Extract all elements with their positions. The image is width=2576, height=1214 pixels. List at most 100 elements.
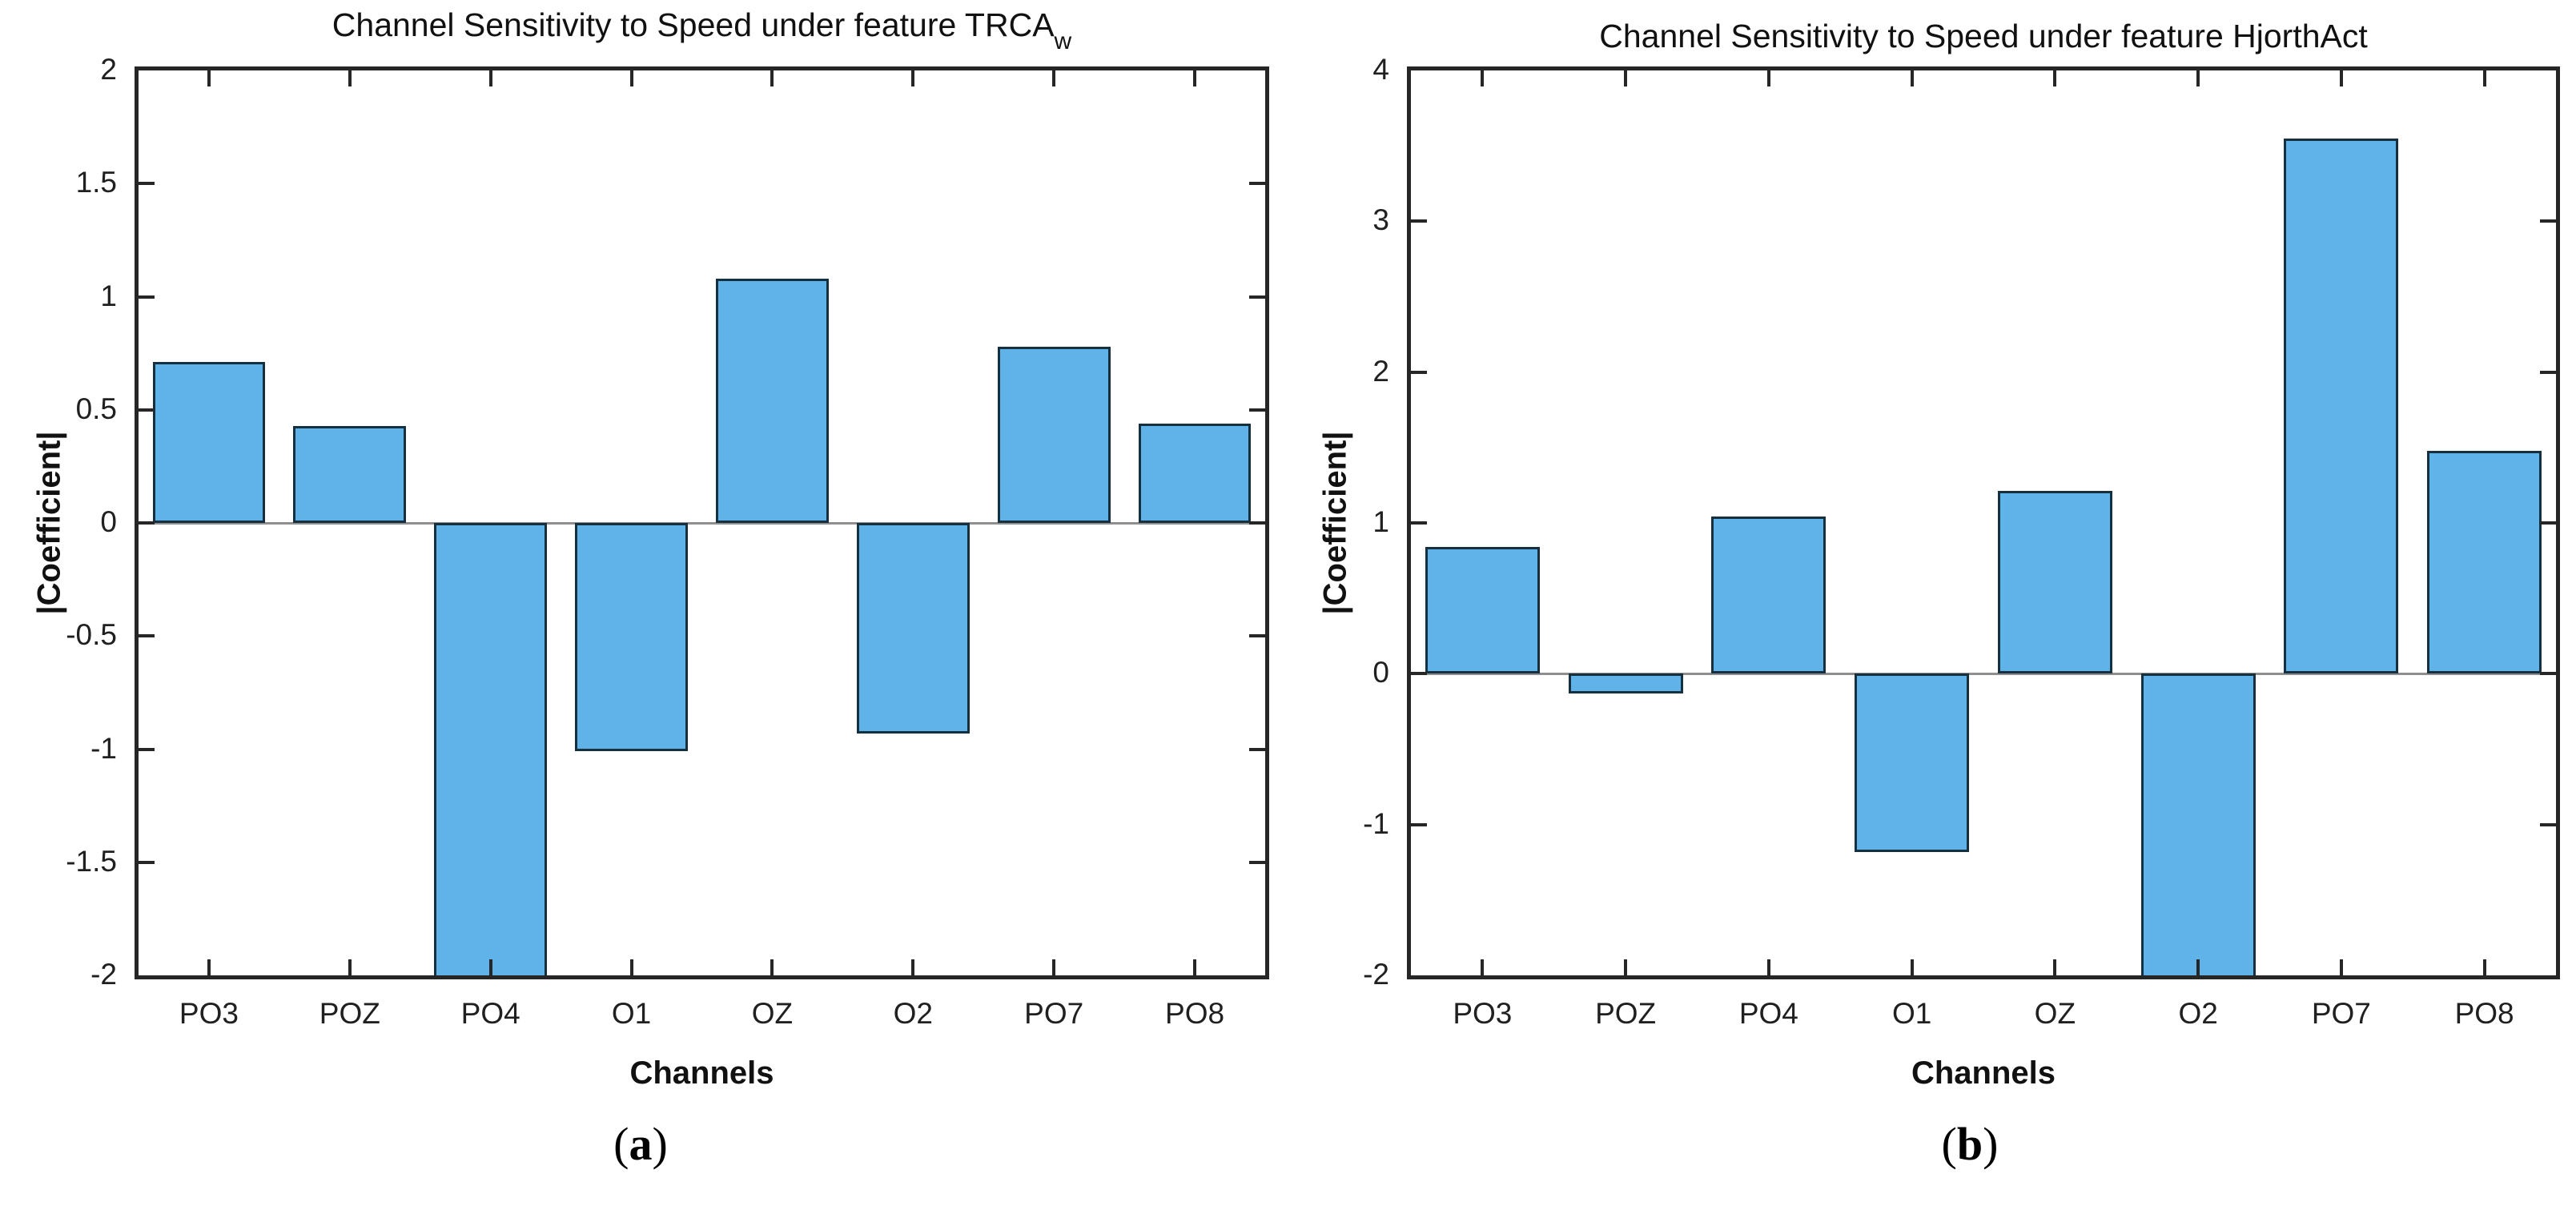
x-tick-label-po8: PO8 (2454, 997, 2514, 1030)
top-x-tick (1052, 70, 1056, 86)
left-y-tick (139, 521, 155, 525)
bottom-x-tick (629, 959, 633, 975)
x-tick-label-oz: OZ (751, 997, 794, 1030)
bottom-x-tick (348, 959, 352, 975)
panel-b-caption: (b) (1810, 1117, 2130, 1171)
chart-a-x-axis-label: Channels (629, 1055, 774, 1091)
x-tick-label-po7: PO7 (2311, 997, 2371, 1030)
panel-a-caption: (a) (480, 1117, 801, 1171)
right-y-tick (1249, 860, 1265, 864)
x-tick-label-poz: POZ (319, 997, 380, 1030)
bar-oz (716, 278, 829, 523)
top-x-tick (488, 70, 492, 86)
right-y-tick (1249, 634, 1265, 638)
bottom-x-tick (2196, 959, 2200, 975)
zero-baseline (139, 521, 1265, 525)
right-y-tick (1249, 295, 1265, 299)
left-y-tick (1411, 521, 1427, 525)
bar-po8 (1138, 423, 1252, 523)
top-x-tick (1624, 70, 1628, 86)
bottom-x-tick (1052, 959, 1056, 975)
bottom-x-tick (207, 959, 211, 975)
right-y-tick (2540, 672, 2556, 676)
right-y-tick (1249, 182, 1265, 186)
y-tick-label: -2 (1363, 958, 1389, 991)
bar-po7 (2284, 138, 2399, 674)
right-y-tick (2540, 822, 2556, 826)
y-tick-label: 0.5 (75, 392, 117, 425)
x-tick-label-o2: O2 (893, 997, 933, 1030)
x-tick-label-po3: PO3 (1453, 997, 1513, 1030)
top-x-tick (1193, 70, 1197, 86)
bottom-x-tick (2339, 959, 2343, 975)
x-tick-label-o2: O2 (2178, 997, 2218, 1030)
left-y-tick (1411, 822, 1427, 826)
bar-o1 (575, 523, 688, 752)
bottom-x-tick (1766, 959, 1770, 975)
bottom-x-tick (1193, 959, 1197, 975)
bottom-x-tick (911, 959, 915, 975)
y-tick-label: 2 (100, 53, 117, 86)
top-x-tick (2196, 70, 2200, 86)
x-tick-label-po3: PO3 (179, 997, 239, 1030)
bottom-x-tick (2053, 959, 2057, 975)
bottom-x-tick (1481, 959, 1485, 975)
y-tick-label: -1.5 (66, 844, 117, 878)
bar-po4 (434, 523, 548, 975)
bar-oz (1997, 491, 2112, 674)
x-tick-label-po4: PO4 (1738, 997, 1798, 1030)
bar-o2 (2140, 673, 2256, 975)
chart-b-title: Channel Sensitivity to Speed under featu… (1407, 18, 2560, 55)
x-tick-label-po7: PO7 (1024, 997, 1084, 1030)
left-y-tick (139, 182, 155, 186)
top-x-tick (1910, 70, 1914, 86)
y-tick-label: 1 (100, 279, 117, 312)
y-tick-label: -1 (1363, 806, 1389, 840)
y-tick-label: 3 (1372, 203, 1389, 237)
bar-po3 (1425, 547, 1540, 674)
chart-b-x-axis-label: Channels (1911, 1055, 2056, 1091)
y-tick-label: -0.5 (66, 618, 117, 652)
x-tick-label-po8: PO8 (1165, 997, 1225, 1030)
right-y-tick (2540, 370, 2556, 374)
right-y-tick (2540, 521, 2556, 525)
left-y-tick (139, 634, 155, 638)
left-y-tick (139, 295, 155, 299)
top-x-tick (911, 70, 915, 86)
bar-poz (1568, 673, 1683, 693)
top-x-tick (348, 70, 352, 86)
top-x-tick (2053, 70, 2057, 86)
x-tick-label-o1: O1 (1891, 997, 1932, 1030)
panel-b-caption-open-paren: ( (1941, 1118, 1957, 1170)
y-tick-label: 4 (1372, 53, 1389, 86)
y-tick-label: 2 (1372, 354, 1389, 388)
top-x-tick (770, 70, 774, 86)
chart-b-title-text: Channel Sensitivity to Speed under featu… (1599, 18, 2368, 54)
chart-b-plot-area (1407, 66, 2560, 979)
left-y-tick (1411, 672, 1427, 676)
panel-a-caption-letter: a (629, 1118, 653, 1170)
left-y-tick (139, 408, 155, 412)
bar-po3 (152, 362, 266, 523)
y-tick-label: 0 (100, 505, 117, 538)
left-y-tick (139, 860, 155, 864)
x-tick-label-poz: POZ (1595, 997, 1657, 1030)
x-tick-label-oz: OZ (2034, 997, 2076, 1030)
top-x-tick (629, 70, 633, 86)
panel-b-caption-close-paren: ) (1983, 1118, 1999, 1170)
bottom-x-tick (1624, 959, 1628, 975)
y-tick-label: 1 (1372, 505, 1389, 538)
panel-b-caption-letter: b (1956, 1118, 1983, 1170)
y-tick-label: -1 (90, 731, 117, 765)
bottom-x-tick (488, 959, 492, 975)
bar-po4 (1711, 517, 1827, 674)
top-x-tick (2339, 70, 2343, 86)
bar-po8 (2427, 450, 2542, 674)
y-tick-label: -2 (90, 958, 117, 991)
left-y-tick (139, 747, 155, 751)
bar-po7 (997, 346, 1111, 523)
right-y-tick (1249, 521, 1265, 525)
chart-a-plot-area (135, 66, 1269, 979)
right-y-tick (2540, 219, 2556, 223)
